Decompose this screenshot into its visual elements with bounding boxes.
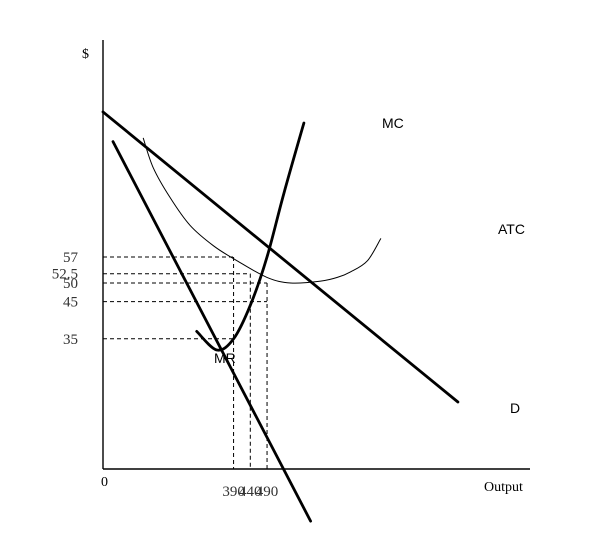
curves <box>101 110 460 523</box>
origin-label: 0 <box>101 475 108 490</box>
y-axis-label: $ <box>82 47 89 62</box>
x-tick-label: 490 <box>256 484 279 500</box>
average-total-cost-curve <box>142 137 382 284</box>
series-label-mc: MC <box>382 115 404 131</box>
marginal-revenue-curve <box>111 140 312 523</box>
series-label-atc: ATC <box>498 221 525 237</box>
marginal-cost-curve <box>195 121 306 352</box>
y-tick-label: 50 <box>63 276 78 292</box>
demand-curve <box>101 110 460 404</box>
dashed-guides <box>103 256 268 469</box>
y-tick-label: 57 <box>63 250 79 266</box>
x-axis-label: Output <box>484 480 523 495</box>
x-tick-label: 390 <box>222 484 245 500</box>
y-tick-label: 35 <box>63 332 78 348</box>
series-label-mr: MR <box>214 350 236 366</box>
x-tick-label: 440 <box>239 484 262 500</box>
axes <box>102 40 530 470</box>
series-label-d: D <box>510 400 520 416</box>
y-tick-label: 45 <box>63 295 78 311</box>
y-tick-label: 52.5 <box>52 267 78 283</box>
